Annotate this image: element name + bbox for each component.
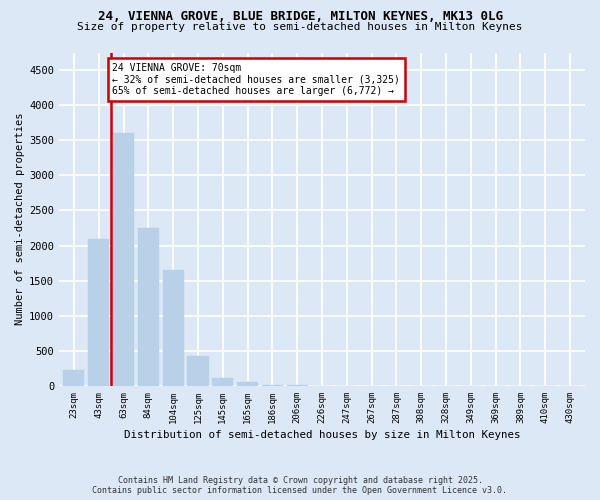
Bar <box>138 228 159 386</box>
Y-axis label: Number of semi-detached properties: Number of semi-detached properties <box>15 113 25 326</box>
Bar <box>262 384 283 386</box>
Text: 24, VIENNA GROVE, BLUE BRIDGE, MILTON KEYNES, MK13 0LG: 24, VIENNA GROVE, BLUE BRIDGE, MILTON KE… <box>97 10 503 23</box>
Bar <box>237 382 258 386</box>
Text: Size of property relative to semi-detached houses in Milton Keynes: Size of property relative to semi-detach… <box>77 22 523 32</box>
Bar <box>187 356 209 386</box>
Bar <box>163 270 184 386</box>
Text: 24 VIENNA GROVE: 70sqm
← 32% of semi-detached houses are smaller (3,325)
65% of : 24 VIENNA GROVE: 70sqm ← 32% of semi-det… <box>112 63 400 96</box>
Bar <box>113 133 134 386</box>
Bar <box>64 370 85 386</box>
X-axis label: Distribution of semi-detached houses by size in Milton Keynes: Distribution of semi-detached houses by … <box>124 430 520 440</box>
Bar <box>287 385 308 386</box>
Text: Contains HM Land Registry data © Crown copyright and database right 2025.
Contai: Contains HM Land Registry data © Crown c… <box>92 476 508 495</box>
Bar <box>88 238 109 386</box>
Bar <box>212 378 233 386</box>
